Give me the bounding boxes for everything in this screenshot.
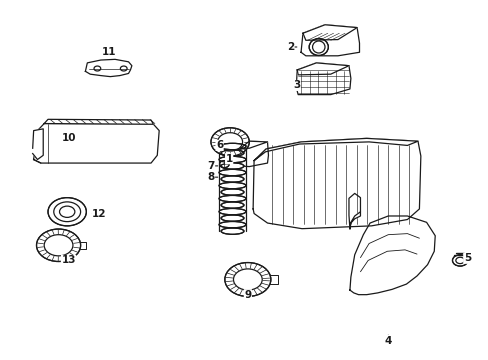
Polygon shape [303,25,356,40]
Ellipse shape [221,176,244,182]
Text: 3: 3 [292,80,300,90]
Text: 6: 6 [216,140,223,150]
Text: 1: 1 [225,154,232,164]
Ellipse shape [219,143,245,150]
Polygon shape [296,63,350,95]
Ellipse shape [221,163,244,169]
Ellipse shape [219,169,245,176]
Circle shape [48,198,86,226]
Polygon shape [349,216,434,294]
Polygon shape [239,141,268,167]
Ellipse shape [221,189,244,195]
Text: 13: 13 [61,256,76,265]
Ellipse shape [219,195,245,202]
Polygon shape [33,129,43,159]
Ellipse shape [219,183,245,189]
Circle shape [451,255,467,266]
Ellipse shape [219,221,245,228]
Text: 4: 4 [384,336,391,346]
Ellipse shape [221,228,244,234]
Circle shape [60,206,75,217]
Circle shape [94,66,101,71]
Ellipse shape [221,215,244,221]
Text: 2: 2 [286,42,293,52]
Text: 9: 9 [244,290,251,300]
Circle shape [219,161,229,168]
Text: 7: 7 [207,161,214,171]
Circle shape [120,66,127,71]
Polygon shape [297,63,348,75]
Polygon shape [254,138,417,161]
Circle shape [210,128,249,156]
Circle shape [224,262,270,296]
Text: 11: 11 [102,47,116,57]
Circle shape [37,229,81,261]
Polygon shape [85,59,132,77]
Polygon shape [240,141,267,148]
Text: 5: 5 [463,253,470,263]
Ellipse shape [221,202,244,208]
Ellipse shape [219,156,245,163]
Polygon shape [34,123,159,163]
Polygon shape [301,25,359,56]
Text: 8: 8 [207,172,214,182]
Text: 10: 10 [61,133,76,143]
Text: 12: 12 [91,208,106,219]
Ellipse shape [219,208,245,215]
Ellipse shape [308,39,328,55]
Ellipse shape [221,150,244,156]
Polygon shape [349,212,360,229]
Polygon shape [44,119,153,124]
Polygon shape [253,138,420,229]
